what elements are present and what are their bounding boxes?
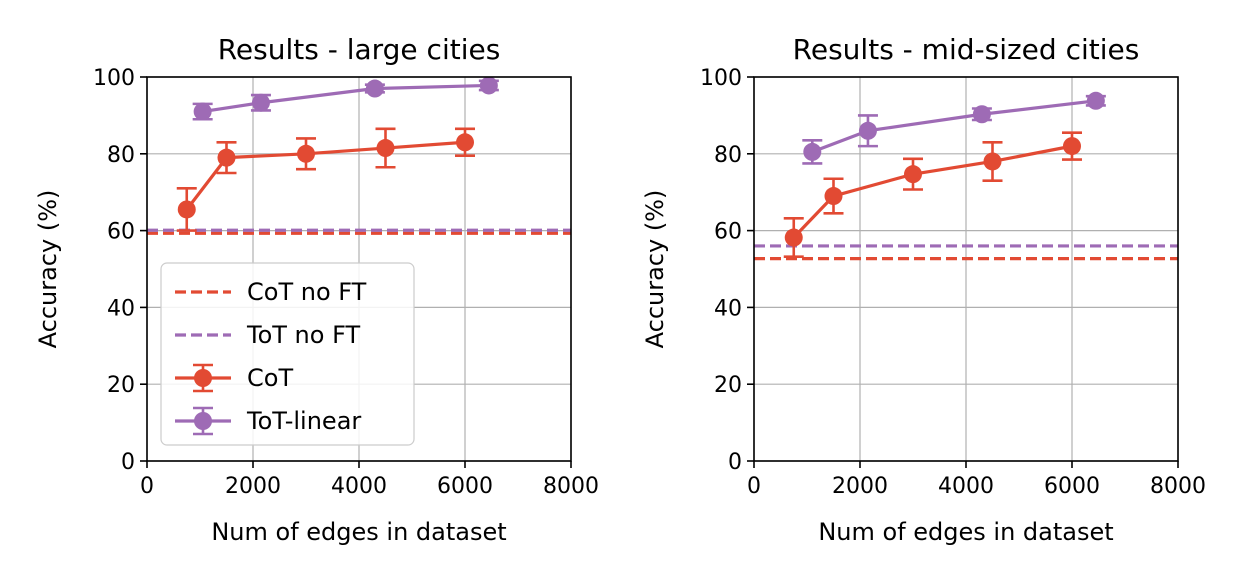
x-tick-label: 8000 [1150,474,1206,499]
legend-label-tot-no-ft: ToT no FT [246,321,360,349]
data-point-tot-linear [803,142,822,161]
x-tick-label: 2000 [225,474,281,499]
data-point-tot-linear [365,79,384,98]
legend-swatch-marker [194,412,212,430]
y-tick-label: 20 [107,373,135,398]
data-point-cot [297,144,315,163]
data-point-cot [1063,137,1081,156]
y-tick-label: 40 [107,296,135,321]
legend: CoT no FT ToT no FT CoT ToT-linear [160,262,415,446]
data-point-cot [983,152,1002,171]
data-point-cot [376,139,395,158]
data-point-tot-linear [858,121,877,140]
data-point-tot-linear [193,102,212,121]
x-axis-label: Num of edges in dataset [818,518,1113,546]
x-tick-label: 6000 [437,474,493,499]
panel-mid-sized-cities: 0 2000 4000 6000 8000 0 20 40 60 80 100 Results - m… [641,33,1206,546]
legend-label-cot-no-ft: CoT no FT [247,278,367,306]
x-tick-label: 8000 [543,474,599,499]
y-tick-label: 0 [728,450,742,475]
data-point-tot-linear [972,105,991,124]
legend-label-tot-linear: ToT-linear [246,407,361,435]
series-line-tot-linear [811,99,1097,154]
x-tick-label: 0 [747,474,761,499]
x-tick-label: 2000 [832,474,888,499]
data-point-cot [456,133,474,152]
y-tick-label: 60 [107,220,135,245]
data-point-tot-linear [1086,91,1105,110]
y-axis-label: Accuracy (%) [641,190,669,349]
legend-swatch-cot [175,363,231,393]
series-line-tot-linear [202,83,489,114]
x-tick-label: 4000 [331,474,387,499]
legend-box [160,262,415,446]
data-point-cot [177,200,196,219]
y-tick-label: 40 [714,296,742,321]
panel-large-cities: 0 2000 4000 6000 8000 0 20 40 60 80 100 Results - l… [34,33,599,546]
x-tick-label: 4000 [938,474,994,499]
data-point-cot [824,187,843,206]
legend-swatch-tot-linear [175,406,231,436]
y-tick-label: 20 [714,373,742,398]
chart-title: Results - mid-sized cities [793,33,1140,66]
y-tick-label: 80 [714,143,742,168]
data-point-cot [784,228,803,247]
legend-swatch-marker [194,369,212,387]
chart-title: Results - large cities [218,33,501,66]
y-tick-label: 100 [700,66,742,91]
y-tick-label: 0 [121,450,135,475]
data-point-cot [217,148,236,167]
x-tick-label: 6000 [1044,474,1100,499]
data-point-tot-linear [251,93,270,112]
y-tick-label: 60 [714,220,742,245]
x-axis-label: Num of edges in dataset [211,518,506,546]
y-axis-label: Accuracy (%) [34,190,62,349]
data-point-tot-linear [479,76,498,95]
y-tick-label: 100 [93,66,135,91]
y-tick-label: 80 [107,143,135,168]
data-point-cot [904,165,922,184]
x-tick-label: 0 [140,474,154,499]
legend-label-cot: CoT [247,364,293,392]
